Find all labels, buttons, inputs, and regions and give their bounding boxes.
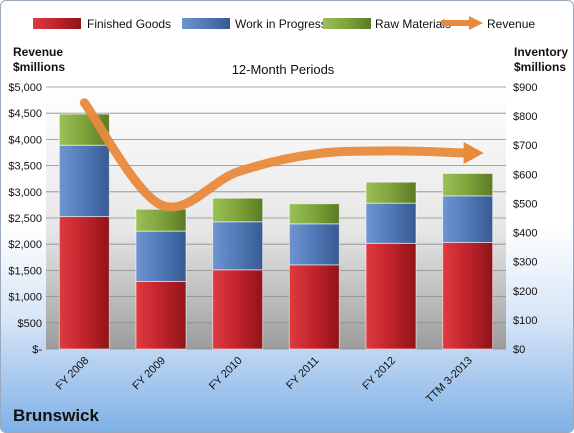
revenue-line-layer: [79, 98, 484, 212]
bar-work-in-progress: [442, 195, 494, 243]
right-axis-tick-label: $700: [513, 140, 537, 152]
legend-label-work-in-progress: Work in Progress: [235, 17, 327, 31]
left-axis-tick-label: $500: [18, 318, 42, 330]
right-axis-tick-label: $600: [513, 169, 537, 181]
bar-raw-materials: [442, 172, 494, 197]
chart-title: 12-Month Periods: [232, 62, 335, 77]
left-axis-tick-label: $2,500: [8, 213, 42, 225]
x-axis-tick-label: FY 2010: [207, 355, 245, 393]
legend-swatch-raw-materials: [323, 18, 371, 29]
x-axis-tick-label: FY 2009: [130, 355, 168, 393]
legend-revenue-arrowhead: [469, 16, 483, 30]
bar-work-in-progress: [288, 223, 340, 266]
bar-finished-goods: [442, 241, 494, 350]
bar-finished-goods: [212, 269, 264, 350]
right-axis-tick-label: $0: [513, 344, 525, 356]
bar-raw-materials: [135, 208, 187, 232]
left-axis-title-line1: Revenue: [13, 45, 63, 59]
bar-raw-materials: [365, 181, 417, 204]
right-axis-tick-label: $100: [513, 315, 537, 327]
bar-finished-goods: [58, 216, 110, 350]
bar-work-in-progress: [212, 221, 264, 271]
right-axis-title-line2: $millions: [514, 60, 566, 74]
left-axis-tick-label: $2,000: [8, 239, 42, 251]
right-axis-ticks: $0 $100 $200 $300 $400 $500 $600 $700 $800 $900: [513, 82, 537, 356]
revenue-line-arrowhead: [463, 142, 484, 165]
left-axis-ticks: $- $500 $1,000 $1,500 $2,000 $2,500 $3,000 $3,5…: [8, 82, 42, 356]
x-axis-tick-label: TTM 3-2013: [424, 355, 475, 406]
legend-label-revenue: Revenue: [487, 17, 535, 31]
x-axis-ticks: FY 2008 FY 2009 FY 2010 FY 2011 FY 2012 TTM 3…: [54, 355, 475, 406]
right-axis-tick-label: $200: [513, 286, 537, 298]
bars: [58, 113, 494, 350]
legend-label-raw-materials: Raw Materials: [375, 17, 451, 31]
left-axis-tick-label: $4,000: [8, 134, 42, 146]
left-axis-tick-label: $5,000: [8, 82, 42, 94]
bar-finished-goods: [288, 264, 340, 350]
x-axis-tick-label: FY 2012: [360, 355, 398, 393]
bar-work-in-progress: [365, 202, 417, 244]
company-name: Brunswick: [13, 406, 100, 425]
right-axis-tick-label: $300: [513, 257, 537, 269]
right-axis-tick-label: $900: [513, 82, 537, 94]
bar-work-in-progress: [58, 144, 110, 218]
x-axis-tick-label: FY 2011: [284, 355, 321, 392]
legend-swatch-work-in-progress: [182, 18, 230, 29]
right-axis-tick-label: $800: [513, 111, 537, 123]
left-axis-tick-label: $4,500: [8, 108, 42, 120]
left-axis-tick-label: $1,500: [8, 265, 42, 277]
bar-work-in-progress: [135, 230, 187, 282]
left-axis-tick-label: $3,000: [8, 187, 42, 199]
right-axis-tick-label: $500: [513, 198, 537, 210]
left-axis-title-line2: $millions: [13, 60, 65, 74]
revenue-line: [79, 98, 473, 212]
right-axis-tick-label: $400: [513, 228, 537, 240]
left-axis-tick-label: $3,500: [8, 161, 42, 173]
bar-finished-goods: [135, 280, 187, 350]
left-axis-tick-label: $1,000: [8, 292, 42, 304]
legend-swatch-finished-goods: [33, 18, 81, 29]
legend: Finished Goods Work in Progress Raw Mate…: [33, 16, 535, 31]
legend-label-finished-goods: Finished Goods: [87, 17, 171, 31]
bar-raw-materials: [212, 197, 264, 223]
bar-raw-materials: [288, 203, 340, 225]
bar-finished-goods: [365, 242, 417, 350]
left-axis-tick-label: $-: [32, 344, 42, 356]
x-axis-tick-label: FY 2008: [54, 355, 92, 393]
right-axis-title-line1: Inventory: [514, 45, 568, 59]
